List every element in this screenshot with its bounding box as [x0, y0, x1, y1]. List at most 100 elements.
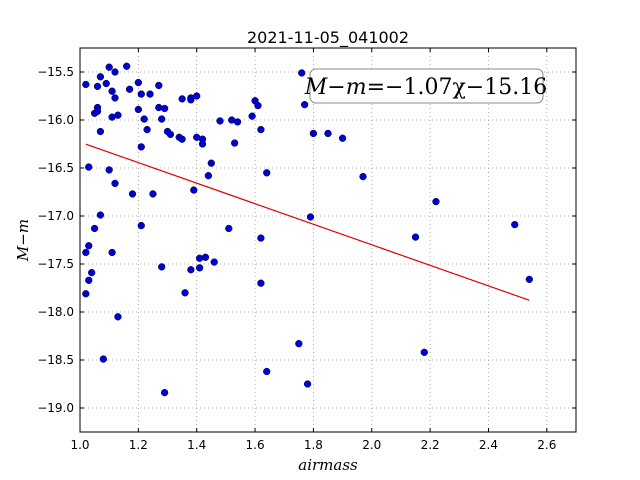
fit-equation-rhs: =−1.07χ−15.16 — [367, 75, 548, 100]
data-point — [198, 140, 207, 148]
data-point — [178, 95, 186, 103]
data-point — [96, 73, 105, 81]
data-point — [432, 197, 440, 206]
data-point — [303, 380, 312, 388]
y-tick-label: −16.5 — [37, 161, 74, 175]
data-point — [99, 355, 107, 363]
data-point — [82, 248, 90, 257]
data-point — [82, 290, 90, 298]
data-point — [108, 248, 116, 257]
data-point — [210, 258, 218, 266]
data-point — [420, 348, 428, 356]
y-tick-label: −19.0 — [37, 401, 74, 415]
data-point — [511, 220, 519, 229]
data-point — [187, 266, 195, 274]
data-point — [230, 139, 239, 147]
data-point — [187, 96, 195, 104]
y-tick-label: −18.5 — [37, 353, 74, 367]
fit-equation-lhs: M−m — [304, 75, 367, 100]
data-point — [225, 224, 233, 233]
plot-background — [80, 48, 576, 432]
fit-annotation: M−m=−1.07χ−15.16 — [304, 68, 547, 104]
y-tick-label: −15.5 — [37, 65, 74, 79]
data-point — [128, 190, 137, 198]
data-point — [125, 85, 134, 93]
x-tick-label: 1.0 — [70, 438, 89, 452]
data-point — [123, 62, 131, 70]
data-point — [309, 129, 318, 138]
x-tick-label: 2.4 — [479, 438, 498, 452]
data-point — [114, 111, 122, 119]
data-point — [137, 221, 145, 230]
data-point — [111, 179, 119, 188]
data-point — [134, 105, 143, 114]
data-point — [111, 68, 119, 76]
data-point — [143, 125, 151, 134]
y-tick-label: −16.0 — [37, 113, 74, 127]
data-point — [105, 63, 113, 71]
data-point — [114, 313, 122, 321]
data-point — [263, 169, 271, 177]
data-point — [85, 276, 93, 284]
data-point — [195, 264, 204, 272]
data-point — [257, 279, 265, 287]
data-point — [207, 159, 215, 167]
data-point — [96, 127, 105, 136]
data-point — [111, 94, 119, 102]
data-point — [82, 80, 90, 89]
data-point — [216, 117, 224, 125]
data-point — [160, 388, 169, 397]
fit-line — [85, 143, 530, 301]
x-tick-label: 1.4 — [187, 438, 206, 452]
data-point — [201, 253, 210, 261]
fit-equation: M−m=−1.07χ−15.16 — [304, 75, 547, 100]
plot-frame — [79, 47, 577, 433]
data-point — [155, 81, 163, 90]
fit-annotation-box — [309, 68, 544, 104]
data-point — [140, 115, 148, 123]
y-tick-label: −17.0 — [37, 209, 74, 223]
x-tick-label: 1.2 — [129, 438, 148, 452]
y-tick-label: −18.0 — [37, 305, 74, 319]
data-point — [295, 340, 303, 348]
data-point — [134, 78, 143, 87]
x-tick-label: 2.0 — [362, 438, 381, 452]
data-point — [93, 82, 102, 91]
data-point — [137, 90, 145, 98]
y-tick-label: −17.5 — [37, 257, 74, 271]
x-tick-label: 2.2 — [421, 438, 440, 452]
data-point — [96, 211, 105, 219]
data-point — [301, 100, 309, 109]
data-point — [85, 242, 93, 250]
data-point — [166, 130, 175, 139]
data-point — [263, 367, 271, 376]
data-point — [178, 135, 186, 143]
data-point — [204, 172, 213, 180]
chart-title: 2021-11-05_041002 — [247, 28, 409, 48]
data-point — [193, 92, 201, 100]
data-point — [108, 87, 116, 95]
data-point — [88, 268, 96, 277]
data-point — [257, 234, 265, 242]
data-point — [411, 233, 420, 241]
x-axis-label: airmass — [298, 456, 358, 474]
x-tick-label: 2.6 — [537, 438, 556, 452]
data-point — [306, 213, 315, 221]
data-point — [257, 125, 265, 134]
data-point — [102, 79, 110, 88]
data-point — [190, 186, 198, 194]
data-point — [324, 129, 332, 138]
data-point — [160, 104, 169, 113]
data-point — [254, 101, 262, 110]
data-point — [525, 275, 533, 284]
data-point — [93, 107, 102, 116]
x-tick-label: 1.8 — [304, 438, 323, 452]
data-point — [359, 172, 367, 181]
data-point — [338, 134, 347, 142]
data-point — [158, 263, 166, 271]
data-point — [181, 289, 189, 297]
data-point — [248, 112, 256, 120]
data-point — [233, 118, 242, 126]
data-point — [158, 115, 166, 123]
